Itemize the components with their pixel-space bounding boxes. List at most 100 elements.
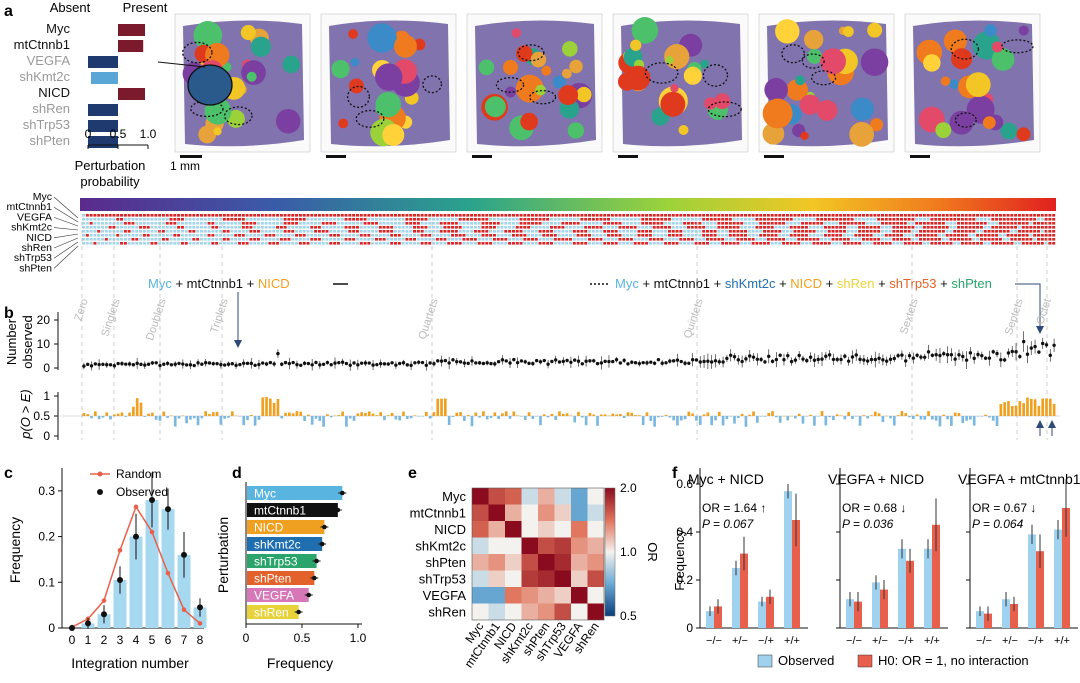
b-point bbox=[1052, 343, 1056, 347]
b-point bbox=[759, 357, 763, 362]
matrix-cell bbox=[648, 238, 652, 241]
p-bar bbox=[775, 416, 778, 418]
matrix-cell bbox=[321, 230, 325, 233]
matrix-cell bbox=[835, 234, 839, 237]
p-bar bbox=[120, 412, 124, 416]
b-point bbox=[679, 359, 683, 364]
matrix-cell bbox=[131, 218, 135, 221]
matrix-cell bbox=[569, 242, 573, 245]
p-bar bbox=[641, 416, 645, 426]
e-cell bbox=[538, 554, 555, 571]
outlined-clone bbox=[355, 109, 385, 128]
matrix-cell bbox=[302, 222, 306, 225]
matrix-cell bbox=[987, 242, 991, 245]
d-bar bbox=[247, 503, 338, 517]
c-observed-point bbox=[165, 506, 171, 513]
p-bar bbox=[508, 416, 512, 419]
matrix-cell bbox=[603, 230, 607, 233]
matrix-cell bbox=[241, 222, 245, 225]
matrix-cell bbox=[538, 222, 542, 225]
matrix-cell bbox=[736, 234, 740, 237]
c-legend-observed: Observed bbox=[116, 485, 168, 499]
matrix-cell bbox=[165, 230, 169, 233]
matrix-cell bbox=[397, 242, 401, 245]
matrix-cell bbox=[565, 230, 569, 233]
matrix-cell bbox=[949, 218, 953, 221]
matrix-cell bbox=[443, 214, 447, 217]
matrix-cell bbox=[804, 234, 808, 237]
matrix-cell bbox=[839, 234, 843, 237]
matrix-cell bbox=[393, 230, 397, 233]
pointer-line bbox=[157, 61, 206, 68]
matrix-cell bbox=[915, 242, 919, 245]
p-bar bbox=[896, 415, 900, 416]
matrix-cell bbox=[1029, 226, 1033, 229]
matrix-cell bbox=[686, 230, 690, 233]
matrix-cell bbox=[177, 234, 181, 237]
matrix-cell bbox=[97, 214, 101, 217]
matrix-cell bbox=[295, 214, 299, 217]
matrix-cell bbox=[1029, 234, 1033, 237]
e-cell bbox=[521, 537, 538, 554]
matrix-cell bbox=[664, 222, 668, 225]
matrix-cell bbox=[747, 222, 751, 225]
tumor-clone bbox=[576, 86, 592, 103]
matrix-cell bbox=[801, 218, 805, 221]
matrix-cell bbox=[180, 218, 184, 221]
matrix-cell bbox=[888, 218, 892, 221]
b-point bbox=[188, 363, 193, 367]
matrix-cell bbox=[432, 218, 436, 221]
b-tick-label: 0 bbox=[43, 361, 50, 375]
matrix-cell bbox=[352, 238, 356, 241]
b-ylabel-bottom: p(O > E) bbox=[18, 389, 33, 440]
matrix-cell bbox=[527, 226, 531, 229]
matrix-cell bbox=[1036, 230, 1040, 233]
matrix-cell bbox=[333, 230, 337, 233]
matrix-cell bbox=[660, 242, 664, 245]
matrix-cell bbox=[675, 238, 679, 241]
matrix-cell bbox=[968, 226, 972, 229]
matrix-cell bbox=[1052, 234, 1056, 237]
matrix-cell bbox=[489, 226, 493, 229]
matrix-cell bbox=[869, 222, 873, 225]
b-point bbox=[397, 361, 402, 366]
matrix-cell bbox=[363, 238, 367, 241]
matrix-cell bbox=[846, 214, 850, 217]
matrix-cell bbox=[85, 234, 89, 237]
matrix-cell bbox=[812, 242, 816, 245]
f-xtick-label: +/+ bbox=[784, 635, 800, 647]
b-point bbox=[196, 361, 200, 365]
c-xtick-label: 4 bbox=[133, 633, 140, 647]
matrix-cell bbox=[900, 242, 904, 245]
matrix-cell bbox=[146, 218, 150, 221]
c-observed-point bbox=[69, 625, 75, 631]
f-xtick-label: −/− bbox=[976, 635, 992, 647]
matrix-cell bbox=[747, 214, 751, 217]
matrix-cell bbox=[260, 222, 264, 225]
matrix-cell bbox=[553, 230, 557, 233]
matrix-cell bbox=[839, 242, 843, 245]
tumor-clone bbox=[630, 39, 642, 51]
d-bar-label: Myc bbox=[254, 487, 276, 501]
matrix-cell bbox=[188, 214, 192, 217]
matrix-cell bbox=[683, 238, 687, 241]
matrix-cell bbox=[420, 222, 424, 225]
e-cell bbox=[554, 554, 571, 571]
p-bar bbox=[280, 416, 284, 419]
matrix-cell bbox=[869, 234, 873, 237]
d-point bbox=[306, 592, 312, 598]
matrix-cell bbox=[1017, 226, 1021, 229]
b-point bbox=[846, 359, 851, 363]
matrix-cell bbox=[306, 230, 310, 233]
e-cell bbox=[488, 537, 505, 554]
matrix-cell bbox=[820, 234, 824, 237]
f-ylabel: Frequency bbox=[672, 529, 687, 591]
matrix-cell bbox=[454, 238, 458, 241]
matrix-cell bbox=[728, 214, 732, 217]
tumor-clone bbox=[520, 112, 538, 131]
matrix-cell bbox=[325, 230, 329, 233]
matrix-cell bbox=[972, 230, 976, 233]
matrix-cell bbox=[846, 242, 850, 245]
matrix-cell bbox=[648, 234, 652, 237]
outlined-clone bbox=[517, 44, 545, 62]
